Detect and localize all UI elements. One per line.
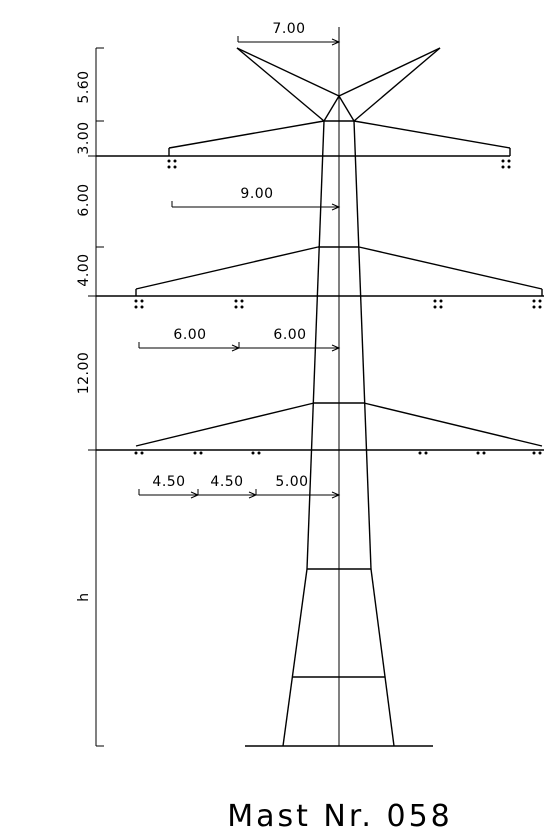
dim-label-12-00: 12.00 (76, 352, 92, 395)
lower-cross-arm (96, 402, 544, 451)
dim-label-4-50-middle: 4.50 (210, 474, 243, 490)
dim-label-4-50-outer: 4.50 (152, 474, 185, 490)
dim-label-5-00: 5.00 (275, 474, 308, 490)
dim-label-5-60: 5.60 (76, 70, 92, 103)
dim-line-middle-arm (138, 342, 341, 352)
conductor-markers (134, 159, 542, 455)
middle-cross-arm (96, 246, 544, 297)
upper-cross-arm (96, 120, 511, 157)
dim-label-9-00: 9.00 (240, 186, 273, 202)
dim-label-3-00: 3.00 (76, 121, 92, 154)
dim-line-upper-arm (171, 201, 341, 211)
tower-body (282, 120, 395, 747)
dim-label-6-00: 6.00 (76, 183, 92, 216)
dim-line-peak (237, 36, 341, 46)
dim-line-lower-arm (138, 489, 341, 499)
drawing-title: Mast Nr. 058 (227, 799, 453, 827)
dim-label-6-00-inner: 6.00 (273, 327, 306, 343)
dim-label-4-00: 4.00 (76, 253, 92, 286)
dim-label-h: h (76, 592, 92, 601)
dim-label-7-00: 7.00 (272, 21, 305, 37)
tower-peak (236, 47, 441, 122)
dim-label-6-00-outer: 6.00 (173, 327, 206, 343)
